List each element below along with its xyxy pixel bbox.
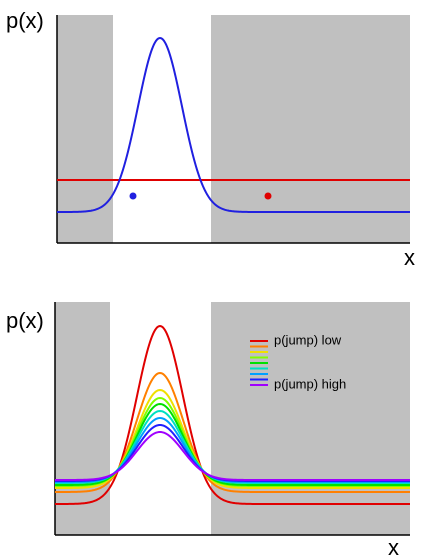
legend-label: p(jump) high: [274, 376, 346, 391]
top-panel: p(x) x: [6, 8, 415, 270]
shaded-region: [211, 302, 410, 535]
shaded-region: [57, 15, 113, 243]
shaded-region: [55, 302, 110, 535]
bottom-panel: p(x) x p(jump) low p(jump) high: [6, 302, 410, 559]
x-axis-label: x: [388, 535, 399, 559]
gaussian-curve: [55, 430, 410, 481]
point: [264, 192, 272, 200]
shaded-region: [211, 15, 410, 243]
legend-label: p(jump) low: [274, 332, 342, 347]
y-axis-label: p(x): [6, 308, 44, 333]
gaussian-curve: [55, 324, 410, 505]
point: [129, 192, 137, 200]
gaussian-curve: [57, 36, 410, 213]
x-axis-label: x: [404, 245, 415, 270]
y-axis-label: p(x): [6, 8, 44, 33]
